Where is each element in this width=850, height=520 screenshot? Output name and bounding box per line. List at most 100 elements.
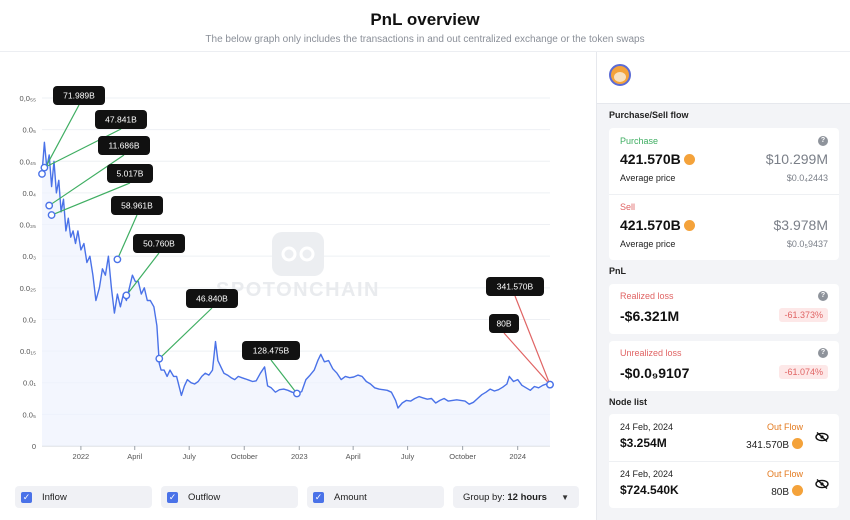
- trade-label: 128.475B: [253, 346, 290, 356]
- realized-loss-card: Realized loss ? -$6.321M -61.373%: [609, 284, 839, 334]
- x-tick-label: October: [449, 452, 476, 461]
- realized-loss-label: Realized loss: [620, 291, 674, 301]
- x-tick-label: 2022: [73, 452, 90, 461]
- pnl-title: PnL: [609, 266, 626, 276]
- side-panel: Purchase/Sell flow Purchase ? 421.570B $…: [596, 52, 850, 520]
- watermark-logo-icon: [299, 246, 315, 262]
- trade-label-box: [133, 234, 185, 253]
- purchase-sell-card: Purchase ? 421.570B $10.299M Average pri…: [609, 128, 839, 260]
- node-usd: $3.254M: [620, 436, 667, 450]
- pnl-chart[interactable]: 0,0₅₅ 0.0₅ 0.0₄₅ 0.0₄ 0.0₃₅ 0.0₃ 0.0₂₅ 0.0₂ 0.0₁…: [0, 52, 596, 480]
- node-flow: Out Flow: [766, 469, 803, 479]
- eye-slash-icon[interactable]: [815, 479, 829, 489]
- inflow-toggle[interactable]: ✓ Inflow: [15, 486, 152, 508]
- trade-point: [155, 354, 164, 363]
- trade-label-box: [186, 289, 238, 308]
- trade-label: 5.017B: [117, 169, 144, 179]
- trade-label: 11.686B: [108, 141, 139, 151]
- trade-point: [47, 211, 56, 219]
- trade-connector: [514, 295, 551, 385]
- node-date: 24 Feb, 2024: [620, 469, 674, 479]
- token-logo-icon[interactable]: [609, 64, 631, 86]
- trade-connector: [116, 214, 138, 260]
- node-date: 24 Feb, 2024: [620, 422, 674, 432]
- shib-token-icon: [683, 154, 695, 165]
- trade-connector: [48, 154, 125, 207]
- eye-slash-icon[interactable]: [815, 432, 829, 442]
- groupby-value: 12 hours: [507, 491, 547, 503]
- sell-avg-label: Average price: [620, 239, 676, 249]
- trade-label: 71.989B: [63, 91, 95, 101]
- purchase-amount-value: 421.570B: [620, 151, 681, 167]
- watermark-logo-icon: [272, 232, 324, 276]
- groupby-select[interactable]: Group by: 12 hours ▼: [453, 486, 579, 508]
- y-tick-label: 0.0₃: [23, 252, 36, 261]
- x-tick-label: 2023: [291, 452, 308, 461]
- y-tick-label: 0.0₅: [23, 410, 36, 419]
- realized-loss-value: -$6.321M: [620, 308, 680, 324]
- help-icon[interactable]: ?: [818, 291, 828, 301]
- token-bar: [597, 52, 850, 104]
- amount-label: Amount: [334, 491, 367, 503]
- trade-connector: [51, 182, 131, 216]
- y-tick-label: 0.0₁: [23, 379, 36, 388]
- node-list-title: Node list: [609, 397, 648, 407]
- trade-label: 50.760B: [143, 239, 175, 249]
- groupby-label: Group by:: [463, 491, 505, 503]
- divider: [609, 194, 839, 195]
- trade-label-box: [53, 86, 105, 105]
- trade-point: [122, 291, 131, 300]
- y-tick-label: 0.0₄: [23, 189, 37, 198]
- help-icon[interactable]: ?: [818, 136, 828, 146]
- series-area: [42, 142, 550, 447]
- watermark-logo-icon: [281, 246, 297, 262]
- node-usd: $724.540K: [620, 483, 679, 497]
- x-tick-label: April: [127, 452, 142, 461]
- node-item[interactable]: 24 Feb, 2024 Out Flow $3.254M 341.570B: [609, 414, 839, 461]
- sell-amount: 421.570B: [620, 217, 695, 233]
- node-amount-value: 341.570B: [746, 440, 789, 451]
- shib-token-icon: [792, 438, 803, 449]
- help-icon[interactable]: ?: [818, 348, 828, 358]
- y-tick-label: 0.0₁₅: [20, 347, 36, 356]
- chart-controls: ✓ Inflow ✓ Outflow ✓ Amount Group by: 12…: [0, 480, 596, 520]
- y-tick-label: 0,0₅₅: [20, 94, 36, 103]
- trade-connector: [503, 332, 551, 386]
- outflow-toggle[interactable]: ✓ Outflow: [161, 486, 298, 508]
- trade-label-box: [242, 341, 300, 360]
- trade-connector: [158, 307, 213, 360]
- x-tick-label: October: [231, 452, 258, 461]
- trade-connector: [41, 104, 80, 175]
- y-tick-label: 0.0₂₅: [20, 284, 36, 293]
- outflow-label: Outflow: [188, 491, 221, 503]
- trade-label-box: [107, 164, 153, 183]
- sell-amount-value: 421.570B: [620, 217, 681, 233]
- purchase-sell-title: Purchase/Sell flow: [609, 110, 689, 120]
- check-icon: ✓: [313, 491, 324, 503]
- check-icon: ✓: [167, 491, 178, 503]
- node-item[interactable]: 24 Feb, 2024 Out Flow $724.540K 80B: [609, 461, 839, 508]
- purchase-usd: $10.299M: [765, 151, 828, 167]
- x-tick-label: April: [346, 452, 361, 461]
- check-icon: ✓: [21, 491, 32, 503]
- page-title: PnL overview: [370, 10, 480, 29]
- node-amount-value: 80B: [771, 487, 789, 498]
- chevron-down-icon: ▼: [561, 492, 569, 502]
- series-line: [41, 141, 551, 409]
- purchase-amount: 421.570B: [620, 151, 695, 167]
- trade-connector: [125, 252, 160, 296]
- watermark-text: SPOTONCHAIN: [216, 279, 380, 301]
- chart-panel: 0,0₅₅ 0.0₅ 0.0₄₅ 0.0₄ 0.0₃₅ 0.0₃ 0.0₂₅ 0.0₂ 0.0₁…: [0, 52, 596, 520]
- trade-point: [38, 170, 46, 178]
- sell-avg-value: $0.0₅9437: [786, 239, 828, 249]
- shib-token-icon: [683, 220, 695, 231]
- amount-toggle[interactable]: ✓ Amount: [307, 486, 444, 508]
- y-tick-label: 0: [32, 442, 36, 451]
- unrealized-loss-label: Unrealized loss: [620, 348, 682, 358]
- y-tick-label: 0.0₄₅: [19, 157, 36, 166]
- purchase-avg-value: $0.0₄2443: [786, 173, 828, 183]
- purchase-avg-label: Average price: [620, 173, 676, 183]
- divider: [609, 461, 839, 462]
- trade-label-box: [98, 136, 150, 155]
- trade-point: [45, 201, 54, 210]
